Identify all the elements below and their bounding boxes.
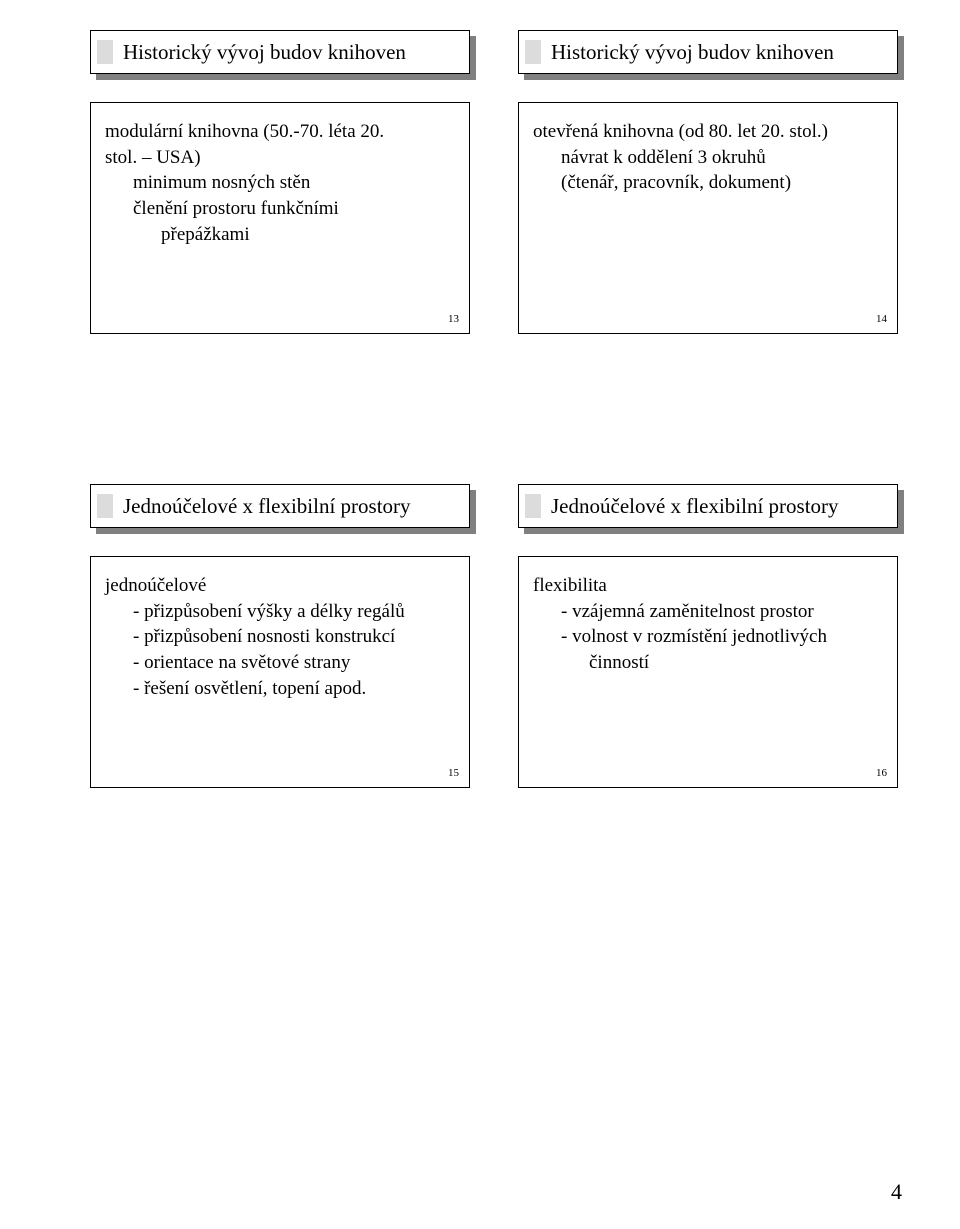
body-line: - přizpůsobení výšky a délky regálů: [133, 599, 455, 625]
slide-title-band: Jednoúčelové x flexibilní prostory: [518, 484, 898, 528]
slide-title: Historický vývoj budov knihoven: [123, 40, 406, 65]
body-line: stol. – USA): [105, 145, 455, 171]
body-line: - přizpůsobení nosnosti konstrukcí: [133, 624, 455, 650]
slide-body: modulární knihovna (50.-70. léta 20. sto…: [90, 102, 470, 334]
slide-number: 16: [876, 766, 887, 781]
slide-number: 13: [448, 312, 459, 327]
slide-title-band: Jednoúčelové x flexibilní prostory: [90, 484, 470, 528]
slide-title: Jednoúčelové x flexibilní prostory: [123, 494, 411, 519]
body-line: - orientace na světové strany: [133, 650, 455, 676]
body-line: (čtenář, pracovník, dokument): [561, 170, 883, 196]
body-line: - vzájemná zaměnitelnost prostor: [561, 599, 883, 625]
title-box: Historický vývoj budov knihoven: [90, 30, 470, 74]
slide-title-band: Historický vývoj budov knihoven: [518, 30, 898, 74]
title-accent: [525, 494, 541, 518]
body-line: členění prostoru funkčními: [133, 196, 455, 222]
slide-title-band: Historický vývoj budov knihoven: [90, 30, 470, 74]
slide-16: Jednoúčelové x flexibilní prostory flexi…: [518, 484, 898, 788]
body-line: jednoúčelové: [105, 573, 455, 599]
body-line: flexibilita: [533, 573, 883, 599]
body-line: minimum nosných stěn: [133, 170, 455, 196]
slide-body: otevřená knihovna (od 80. let 20. stol.)…: [518, 102, 898, 334]
page: Historický vývoj budov knihoven modulárn…: [0, 0, 960, 1229]
body-line: - řešení osvětlení, topení apod.: [133, 676, 455, 702]
slide-body: flexibilita - vzájemná zaměnitelnost pro…: [518, 556, 898, 788]
slide-number: 14: [876, 312, 887, 327]
slide-row-bottom: Jednoúčelové x flexibilní prostory jedno…: [90, 484, 900, 788]
title-accent: [525, 40, 541, 64]
body-line: činností: [589, 650, 883, 676]
body-line: modulární knihovna (50.-70. léta 20.: [105, 119, 455, 145]
title-accent: [97, 494, 113, 518]
slide-number: 15: [448, 766, 459, 781]
slide-15: Jednoúčelové x flexibilní prostory jedno…: [90, 484, 470, 788]
slide-13: Historický vývoj budov knihoven modulárn…: [90, 30, 470, 334]
slide-title: Jednoúčelové x flexibilní prostory: [551, 494, 839, 519]
slide-row-top: Historický vývoj budov knihoven modulárn…: [90, 30, 900, 334]
title-box: Historický vývoj budov knihoven: [518, 30, 898, 74]
body-line: přepážkami: [161, 222, 455, 248]
slide-14: Historický vývoj budov knihoven otevřená…: [518, 30, 898, 334]
slide-title: Historický vývoj budov knihoven: [551, 40, 834, 65]
body-line: - volnost v rozmístění jednotlivých: [561, 624, 883, 650]
body-line: otevřená knihovna (od 80. let 20. stol.): [533, 119, 883, 145]
title-accent: [97, 40, 113, 64]
title-box: Jednoúčelové x flexibilní prostory: [90, 484, 470, 528]
body-line: návrat k oddělení 3 okruhů: [561, 145, 883, 171]
page-number: 4: [891, 1179, 902, 1205]
slide-body: jednoúčelové - přizpůsobení výšky a délk…: [90, 556, 470, 788]
title-box: Jednoúčelové x flexibilní prostory: [518, 484, 898, 528]
